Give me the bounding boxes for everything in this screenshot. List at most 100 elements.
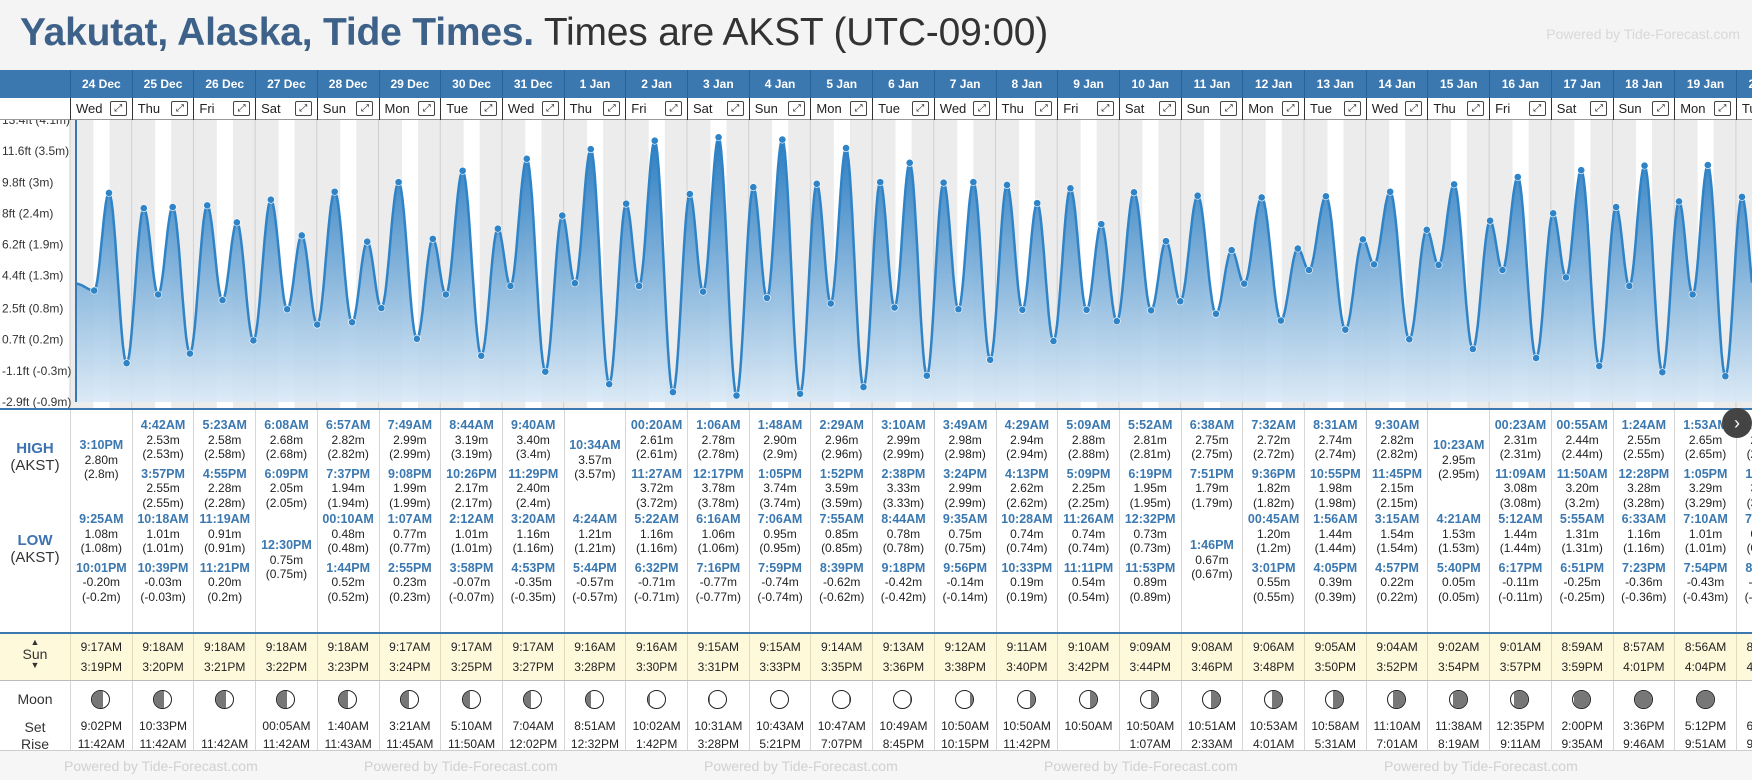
- powered-by-watermark: Powered by Tide-Forecast.com: [1546, 26, 1740, 42]
- low-height-m: 1.08m: [84, 526, 119, 541]
- low-time: 11:19AM: [199, 512, 251, 526]
- sunset-time: 3:46PM: [1191, 660, 1233, 674]
- expand-icon[interactable]: ⤢: [603, 101, 621, 116]
- expand-icon[interactable]: ⤢: [418, 101, 436, 116]
- low-tide-block: 5:55AM 1.31m (1.31m) 6:51PM -0.25m (-0.25m): [1552, 512, 1613, 604]
- weekday-cell: Fri ⤢: [1489, 98, 1551, 120]
- expand-icon[interactable]: ⤢: [1220, 101, 1238, 116]
- weekday-cell: Wed ⤢: [70, 98, 132, 120]
- expand-icon[interactable]: ⤢: [1281, 101, 1299, 116]
- y-tick-label: 8ft (2.4m): [2, 206, 53, 220]
- sun-row: ▲ Sun ▼ 9:17AM 3:19PM 9:18AM 3:20PM 9:18AM 3:…: [0, 632, 1752, 682]
- low-height-alt: (-0.03m): [140, 589, 186, 604]
- low-tide-block: 7:06AM 0.95m (0.95m) 7:59PM -0.74m (-0.74m): [750, 512, 811, 604]
- high-time: 1:06AM: [696, 418, 741, 432]
- moonset-time: 8:51AM: [574, 719, 616, 733]
- low-height-alt: (1.01m): [450, 541, 493, 555]
- sunrise-time: 9:15AM: [697, 640, 740, 654]
- low-height-alt: (1.2m): [1256, 541, 1291, 555]
- sunrise-time: 9:14AM: [821, 640, 863, 654]
- weekday-label: Mon: [1248, 101, 1274, 116]
- high-tide-block: 3:10AM 2.99m (2.99m) 2:38PM 3.33m (3.33m): [873, 418, 934, 510]
- sun-label: Sun: [22, 646, 48, 662]
- moon-phase-icon: [523, 690, 543, 709]
- moon-column: 3:36PM 9:46AM: [1612, 681, 1675, 753]
- high-height-m: 2.75m: [1195, 432, 1229, 447]
- expand-icon[interactable]: ⤢: [171, 101, 189, 116]
- high-tide-point: [1033, 199, 1042, 208]
- moon-shade: [215, 691, 226, 708]
- scroll-right-button[interactable]: ›: [1722, 408, 1752, 438]
- high-height-alt: (3.72m): [635, 495, 678, 510]
- expand-icon[interactable]: ⤢: [1035, 101, 1053, 116]
- expand-icon[interactable]: ⤢: [911, 101, 929, 116]
- high-height-alt: (1.95m): [1129, 495, 1171, 510]
- high-height-alt: (2.05m): [265, 495, 308, 510]
- high-height-m: 1.99m: [393, 481, 427, 495]
- expand-icon[interactable]: ⤢: [479, 101, 497, 116]
- low-height-m: 0.54m: [1071, 575, 1106, 589]
- low-tide-block: 1:46PM 0.67m (0.67m): [1182, 538, 1243, 582]
- day-column: 2:29AM 2.96m (2.96m) 1:52PM 3.59m (3.59m) 7:55…: [810, 410, 872, 632]
- expand-icon[interactable]: ⤢: [850, 101, 868, 116]
- high-height-m: 2.73m: [1737, 433, 1752, 448]
- moon-column: 00:05AM 11:42AM: [255, 681, 317, 753]
- low-tide-point: [1721, 372, 1730, 381]
- expand-icon[interactable]: ⤢: [1652, 101, 1670, 116]
- high-height-m: 2.78m: [701, 432, 736, 447]
- sunset-time: 4:01PM: [1623, 660, 1665, 674]
- weekday-cell: Tue ⤢: [1304, 98, 1366, 120]
- day-column: 7:49AM 2.99m (2.99m) 9:08PM 1.99m (1.99m) 1:07…: [378, 410, 441, 632]
- high-height-alt: (2.99m): [882, 447, 925, 461]
- moon-phase-icon: [1510, 690, 1530, 709]
- expand-icon[interactable]: ⤢: [1405, 101, 1423, 116]
- high-time: 11:27AM: [631, 466, 682, 481]
- sunrise-time: 9:12AM: [944, 640, 986, 654]
- moon-column: 2:00PM 9:35AM: [1550, 681, 1613, 753]
- high-height-m: 2.82m: [331, 432, 365, 447]
- expand-icon[interactable]: ⤢: [973, 101, 991, 116]
- high-tide-block: 5:52AM 2.81m (2.81m) 6:19PM 1.95m (1.95m): [1120, 418, 1181, 510]
- weekday-cell: Wed ⤢: [933, 98, 996, 120]
- low-height-m: -0.35m: [514, 575, 552, 589]
- expand-icon[interactable]: ⤢: [726, 101, 744, 116]
- sun-column: 9:16AM 3:30PM: [625, 634, 687, 682]
- high-tide-point: [1227, 246, 1236, 255]
- expand-icon[interactable]: ⤢: [541, 101, 559, 116]
- expand-icon[interactable]: ⤢: [664, 101, 682, 116]
- low-label: LOW: [17, 532, 53, 549]
- day-column: 6:38AM 2.75m (2.75m) 7:51PM 1.79m (1.79m) 1:46…: [1180, 410, 1243, 632]
- expand-icon[interactable]: ⤢: [1467, 101, 1485, 116]
- high-time: 6:38AM: [1189, 418, 1235, 432]
- low-height-m: 1.31m: [1565, 526, 1599, 541]
- moon-phase-icon: [338, 690, 358, 709]
- moonrise-time: 9:35AM: [1561, 737, 1603, 751]
- expand-icon[interactable]: ⤢: [1713, 101, 1731, 116]
- low-tide-point: [954, 305, 963, 314]
- low-time: 10:39PM: [137, 560, 189, 575]
- low-sub-label: (AKST): [10, 549, 60, 566]
- expand-icon[interactable]: ⤢: [294, 101, 312, 116]
- expand-icon[interactable]: ⤢: [1590, 101, 1608, 116]
- sunset-time: 3:30PM: [635, 660, 678, 674]
- expand-icon[interactable]: ⤢: [1096, 101, 1114, 116]
- moonrise-time: 3:28PM: [697, 737, 740, 751]
- moon-phase-icon: [91, 690, 111, 709]
- expand-icon[interactable]: ⤢: [1343, 101, 1361, 116]
- expand-icon[interactable]: ⤢: [788, 101, 806, 116]
- high-height-m: 2.28m: [208, 481, 242, 495]
- date-cell: 20 Jan: [1735, 70, 1752, 98]
- expand-icon[interactable]: ⤢: [1158, 101, 1176, 116]
- moonset-time: 11:38AM: [1435, 719, 1483, 733]
- low-tide-point: [1112, 317, 1121, 326]
- expand-icon[interactable]: ⤢: [233, 101, 251, 116]
- high-tide-point: [1162, 237, 1170, 246]
- sunrise-time: 9:10AM: [1067, 640, 1110, 654]
- expand-icon[interactable]: ⤢: [1528, 101, 1546, 116]
- expand-icon[interactable]: ⤢: [109, 101, 127, 116]
- low-height-alt: (0.73m): [1129, 541, 1171, 555]
- expand-icon[interactable]: ⤢: [356, 101, 374, 116]
- low-time: 9:18PM: [881, 560, 926, 575]
- moonrise-time: 11:43AM: [324, 737, 372, 751]
- moon-shade: [400, 691, 410, 708]
